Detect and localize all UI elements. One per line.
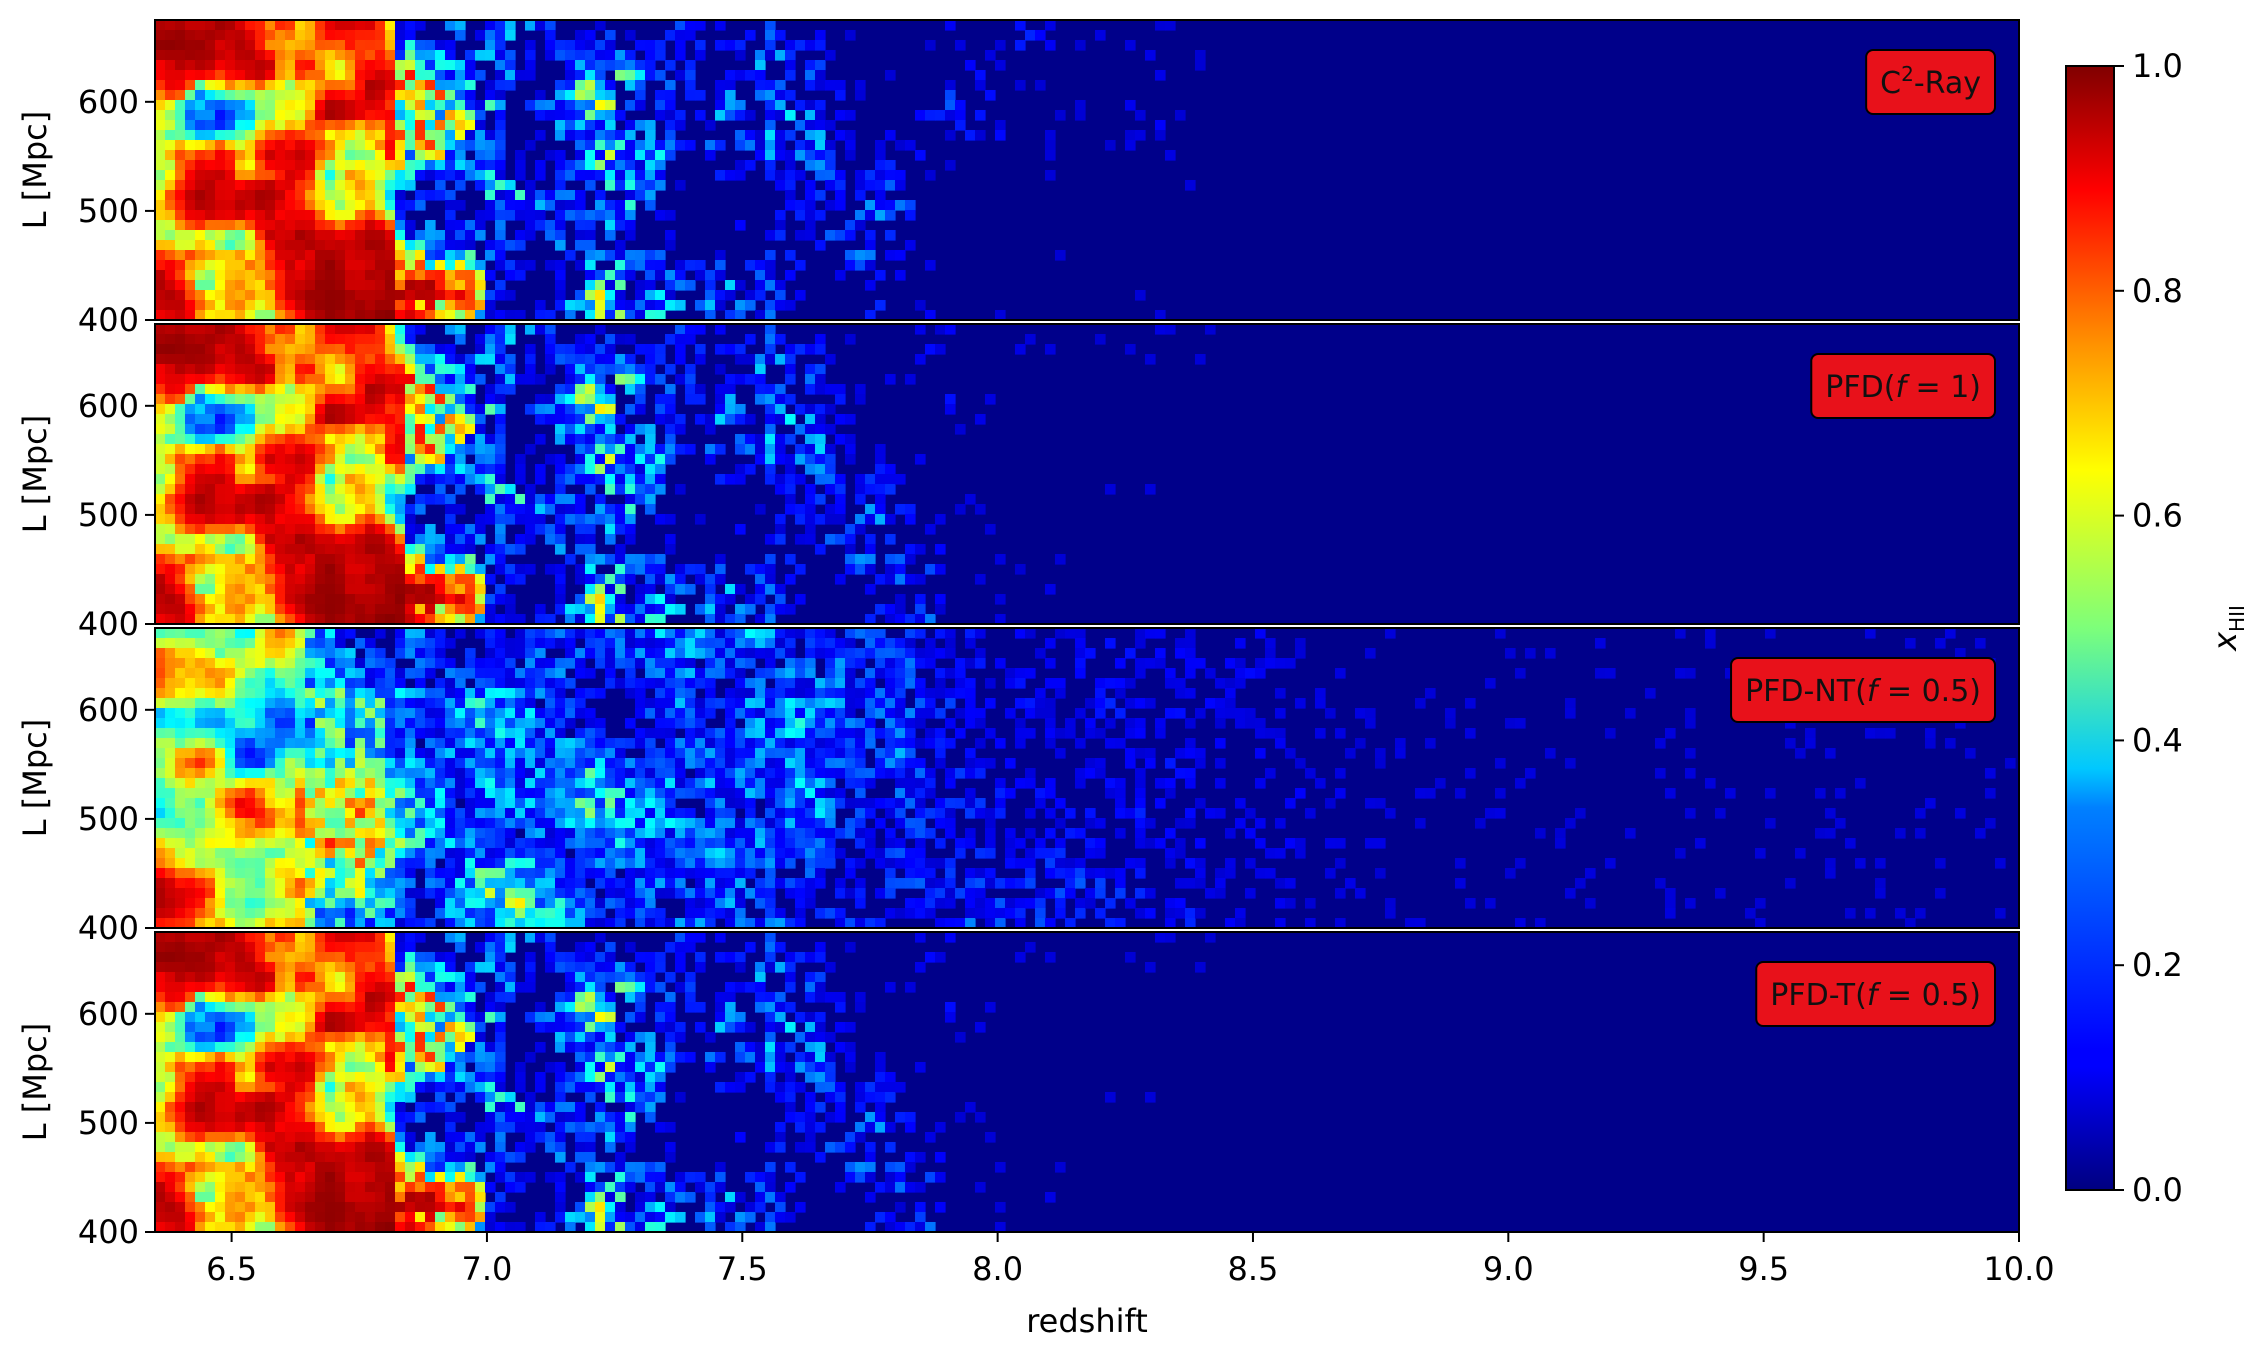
y-tick-label: 600 — [78, 995, 139, 1033]
y-tick-label: 500 — [78, 496, 139, 534]
y-axis-label: L [Mpc] — [16, 415, 54, 533]
colorbar-tick-label: 0.2 — [2132, 946, 2183, 984]
panel-label: PFD-T(f = 0.5) — [1755, 961, 1996, 1027]
x-tick-label: 8.5 — [1228, 1250, 1279, 1288]
y-tick-label: 400 — [78, 909, 139, 947]
colorbar-tick-label: 0.0 — [2132, 1171, 2183, 1209]
panel: 400 500 600 L [Mpc] PFD(f = 1) — [16, 323, 2020, 643]
panel-frame — [154, 627, 2020, 929]
y-axis-label: L [Mpc] — [16, 719, 54, 837]
svg-text:C2-Ray: C2-Ray — [1880, 62, 1981, 101]
x-tick-label: 9.5 — [1738, 1250, 1789, 1288]
y-tick-label: 500 — [78, 1104, 139, 1142]
y-tick-label: 500 — [78, 800, 139, 838]
panel: 400 500 600 L [Mpc] PFD-T(f = 0.5) — [16, 931, 2020, 1251]
x-tick-label: 6.5 — [206, 1250, 257, 1288]
colorbar-label: xHII — [2206, 605, 2249, 652]
y-axis-label: L [Mpc] — [16, 1023, 54, 1141]
panel-label: PFD-NT(f = 0.5) — [1730, 657, 1996, 723]
heatmap — [155, 932, 2019, 1233]
heatmap — [155, 324, 2019, 625]
colorbar: 0.0 0.2 0.4 0.6 0.8 1.0 xHII — [2065, 47, 2249, 1209]
colorbar-tick-label: 0.8 — [2132, 272, 2183, 310]
panel-label: PFD(f = 1) — [1810, 353, 1996, 419]
y-tick-label: 400 — [78, 605, 139, 643]
y-tick-label: 600 — [78, 387, 139, 425]
panel: 400 500 600 L [Mpc] C2-Ray — [16, 19, 2020, 339]
y-tick-label: 400 — [78, 301, 139, 339]
x-tick-label: 10.0 — [1983, 1250, 2054, 1288]
x-tick-label: 8.0 — [972, 1250, 1023, 1288]
panel-frame — [154, 19, 2020, 321]
y-axis-label: L [Mpc] — [16, 111, 54, 229]
heatmap — [155, 628, 2019, 929]
x-tick-label: 7.5 — [717, 1250, 768, 1288]
colorbar-gradient — [2065, 65, 2115, 1191]
x-axis: 6.5 7.0 7.5 8.0 8.5 9.0 9.5 10.0 — [206, 1232, 2055, 1288]
heatmap — [155, 20, 2019, 321]
x-tick-label: 9.0 — [1483, 1250, 1534, 1288]
panel-frame — [154, 931, 2020, 1233]
x-axis-label: redshift — [1026, 1302, 1148, 1340]
colorbar-tick-label: 1.0 — [2132, 47, 2183, 85]
panel-frame — [154, 323, 2020, 625]
panel-label: C2-Ray — [1865, 49, 1996, 115]
panel: 400 500 600 L [Mpc] PFD-NT(f = 0.5) — [16, 627, 2020, 947]
y-tick-label: 500 — [78, 192, 139, 230]
panels: 400 500 600 L [Mpc] C2-Ray 400 500 600 L [Mpc] PF… — [16, 19, 2020, 1251]
y-tick-label: 400 — [78, 1213, 139, 1251]
x-tick-label: 7.0 — [461, 1250, 512, 1288]
colorbar-tick-label: 0.6 — [2132, 497, 2183, 535]
svg-text:PFD(f = 1): PFD(f = 1) — [1825, 370, 1981, 405]
y-tick-label: 600 — [78, 83, 139, 121]
colorbar-tick-label: 0.4 — [2132, 721, 2183, 759]
y-tick-label: 600 — [78, 691, 139, 729]
